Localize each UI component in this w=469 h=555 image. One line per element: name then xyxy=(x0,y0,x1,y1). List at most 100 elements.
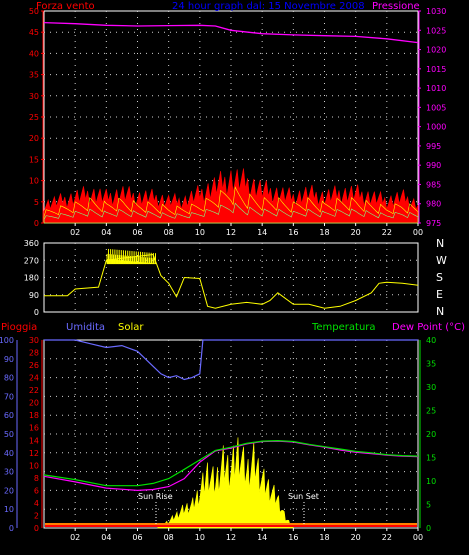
wind-speed-series xyxy=(43,168,419,224)
wind-tick-label: 45 xyxy=(29,28,39,37)
x-tick-label: 16 xyxy=(288,228,298,237)
x-tick-label: 06 xyxy=(132,228,142,237)
pressure-label: Pressione xyxy=(372,1,420,12)
rain-tick-label: 22 xyxy=(29,386,39,395)
temperature-line xyxy=(43,439,419,487)
temperature-axis: 0 5 10 15 20 25 30 35 40 xyxy=(419,336,436,533)
rain-tick-label: 8 xyxy=(34,474,39,483)
direction-tick-label: 360 xyxy=(24,239,39,248)
humidity-tick-label: 90 xyxy=(4,355,14,364)
wind-tick-label: 35 xyxy=(29,71,39,80)
x-tick-label: 04 xyxy=(101,228,111,237)
wind-time-axis: 02 04 06 08 10 12 14 16 18 20 22 00 xyxy=(70,223,423,237)
rain-tick-label: 28 xyxy=(29,349,39,358)
humidity-axis: 0 10 20 30 40 50 60 70 80 90 100 xyxy=(0,336,18,533)
sunset-annotation: Sun Set xyxy=(288,492,319,501)
direction-tick-label: 180 xyxy=(24,274,39,283)
rain-tick-label: 14 xyxy=(29,436,39,445)
humidity-tick-label: 100 xyxy=(0,336,14,345)
pressure-tick-label: 985 xyxy=(426,180,441,189)
wind-tick-label: 15 xyxy=(29,155,39,164)
solar-series xyxy=(157,437,294,529)
wind-average-line xyxy=(43,186,419,224)
direction-tick-label: 270 xyxy=(24,256,39,265)
humidity-tick-label: 80 xyxy=(4,374,14,383)
temperature-tick-label: 40 xyxy=(426,336,436,345)
x-tick-label: 16 xyxy=(288,533,298,542)
x-tick-label: 02 xyxy=(70,533,80,542)
weather-lines xyxy=(43,339,419,527)
x-tick-label: 08 xyxy=(164,228,174,237)
rain-tick-label: 26 xyxy=(29,361,39,370)
temperature-tick-label: 5 xyxy=(426,501,431,510)
x-tick-label: 22 xyxy=(382,228,392,237)
wind-tick-label: 0 xyxy=(34,219,39,228)
temperature-tick-label: 30 xyxy=(426,383,436,392)
pressure-tick-label: 1000 xyxy=(426,123,446,132)
x-tick-label: 10 xyxy=(195,533,205,542)
x-tick-label: 12 xyxy=(226,533,236,542)
rain-tick-label: 30 xyxy=(29,336,39,345)
solar-area xyxy=(157,437,294,529)
humidity-tick-label: 60 xyxy=(4,411,14,420)
wind-tick-label: 40 xyxy=(29,49,39,58)
compass-label: N xyxy=(436,237,444,250)
temperature-tick-label: 25 xyxy=(426,407,436,416)
compass-label: W xyxy=(436,254,447,267)
wind-tick-label: 50 xyxy=(29,7,39,16)
wind-label: Forza vento xyxy=(36,1,95,12)
humidity-line xyxy=(44,339,418,381)
humidity-tick-label: 30 xyxy=(4,468,14,477)
wind-direction-axis: 0 90 180 270 360 xyxy=(24,239,39,317)
temperature-tick-label: 10 xyxy=(426,477,436,486)
temperature-label: Temperatura xyxy=(311,322,376,333)
rain-label: Pioggia xyxy=(1,322,37,333)
pressure-tick-label: 1025 xyxy=(426,26,446,35)
wind-direction-series xyxy=(44,248,419,309)
chart-title: 24 hour graph dal: 15 Novembre 2008 xyxy=(172,1,365,12)
humidity-label: Umidita xyxy=(66,322,105,333)
x-tick-label: 20 xyxy=(351,533,361,542)
x-tick-label: 14 xyxy=(257,228,267,237)
x-tick-label: 20 xyxy=(351,228,361,237)
x-tick-label: 00 xyxy=(413,533,423,542)
humidity-tick-label: 70 xyxy=(4,392,14,401)
rain-tick-label: 12 xyxy=(29,449,39,458)
x-tick-label: 18 xyxy=(319,228,329,237)
wind-tick-label: 30 xyxy=(29,92,39,101)
wind-gust-area xyxy=(43,168,419,224)
rain-tick-label: 0 xyxy=(34,524,39,533)
rain-rate-bar xyxy=(45,523,417,525)
wind-axis: 0 5 10 15 20 25 30 35 40 45 50 xyxy=(29,7,44,228)
wind-direction-grid xyxy=(44,243,418,312)
pressure-tick-label: 990 xyxy=(426,161,441,170)
wind-tick-label: 25 xyxy=(29,113,39,122)
temperature-tick-label: 35 xyxy=(426,360,436,369)
humidity-tick-label: 20 xyxy=(4,486,14,495)
temperature-tick-label: 0 xyxy=(426,524,431,533)
rain-bar xyxy=(45,525,417,527)
weather-time-axis: 02 04 06 08 10 12 14 16 18 20 22 00 xyxy=(70,528,423,542)
pressure-tick-label: 1020 xyxy=(426,46,446,55)
rain-tick-label: 16 xyxy=(29,424,39,433)
temperature-tick-label: 20 xyxy=(426,430,436,439)
rain-tick-label: 4 xyxy=(34,499,39,508)
solar-label: Solar xyxy=(118,322,144,333)
rain-tick-label: 6 xyxy=(34,486,39,495)
humidity-tick-label: 0 xyxy=(9,524,14,533)
wind-tick-label: 10 xyxy=(29,177,39,186)
rain-tick-label: 24 xyxy=(29,374,39,383)
pressure-series xyxy=(43,21,419,44)
wind-tick-label: 5 xyxy=(34,198,39,207)
x-tick-label: 22 xyxy=(382,533,392,542)
humidity-tick-label: 10 xyxy=(4,505,14,514)
compass-label: S xyxy=(436,271,443,284)
pressure-tick-label: 1010 xyxy=(426,84,446,93)
wind-light-line xyxy=(43,202,419,224)
dewpoint-label: Dew Point (°C) xyxy=(392,322,465,333)
sunrise-annotation: Sun Rise xyxy=(138,492,173,501)
